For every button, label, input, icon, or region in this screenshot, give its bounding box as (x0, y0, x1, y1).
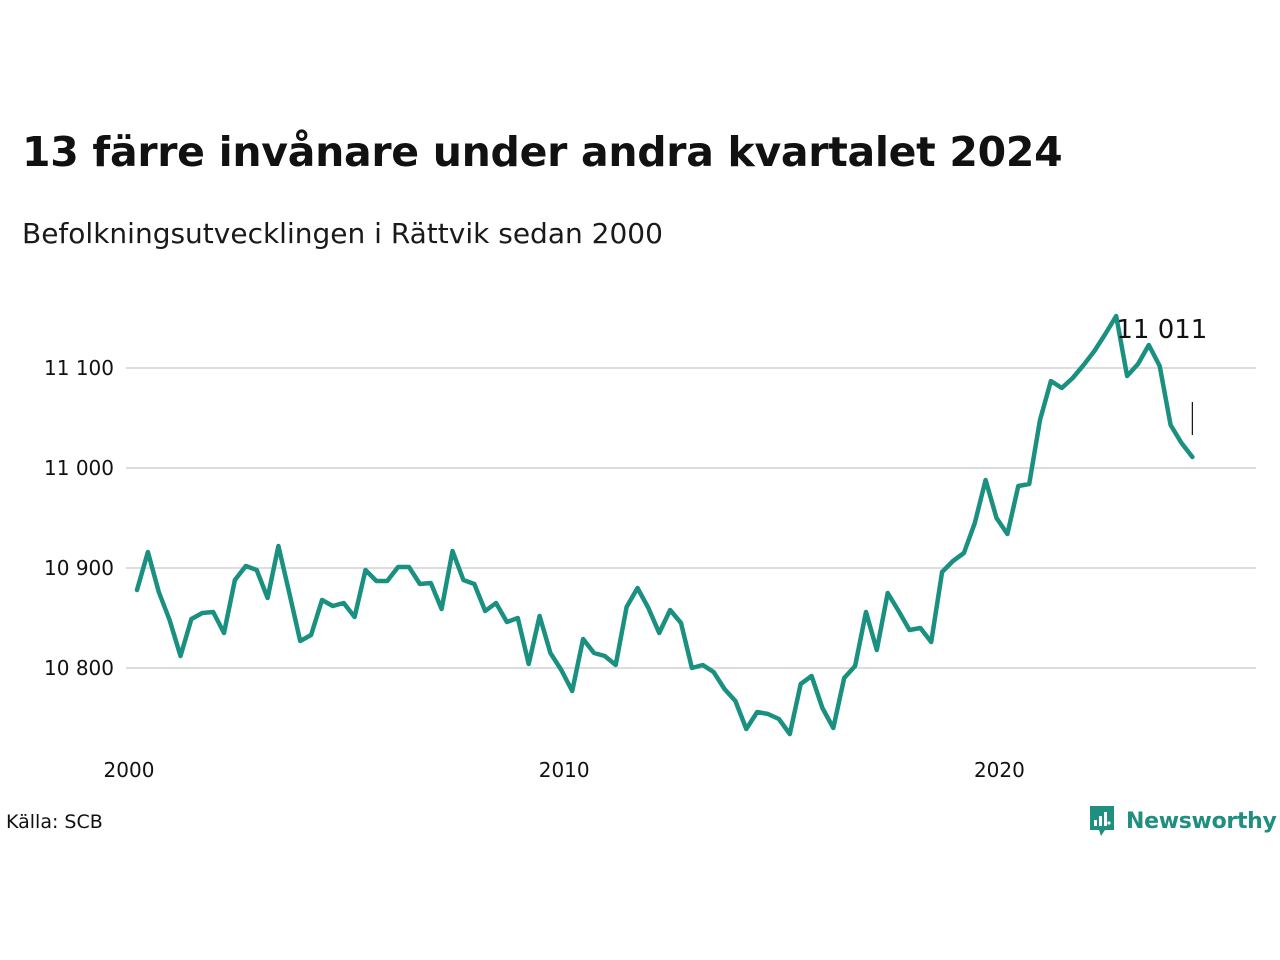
x-axis-ticks: 2000 2010 2020 (104, 758, 1025, 782)
end-value-label: 11 011 (1116, 315, 1207, 345)
brand-name: Newsworthy (1126, 808, 1277, 834)
x-tick-label: 2010 (539, 758, 590, 782)
y-tick-label: 11 100 (44, 356, 114, 380)
chart-subtitle: Befolkningsutvecklingen i Rättvik sedan … (22, 217, 663, 250)
x-tick-label: 2000 (104, 758, 155, 782)
brand-logo[interactable]: Newsworthy (1088, 804, 1277, 838)
series-layer (134, 313, 1195, 737)
y-axis-ticks: 10 800 10 900 11 000 11 100 (44, 356, 114, 680)
y-tick-label: 11 000 (44, 456, 114, 480)
line-chart: 10 800 10 900 11 000 11 100 2000 2010 2020 11… (44, 313, 1256, 782)
series-line (134, 313, 1195, 737)
y-tick-label: 10 800 (44, 656, 114, 680)
x-tick-label: 2020 (974, 758, 1025, 782)
chart-title: 13 färre invånare under andra kvartalet … (22, 128, 1063, 176)
end-annotation: 11 011 (1116, 315, 1207, 435)
newsworthy-logo-icon (1090, 806, 1114, 836)
y-tick-label: 10 900 (44, 556, 114, 580)
source-note: Källa: SCB (6, 811, 103, 833)
